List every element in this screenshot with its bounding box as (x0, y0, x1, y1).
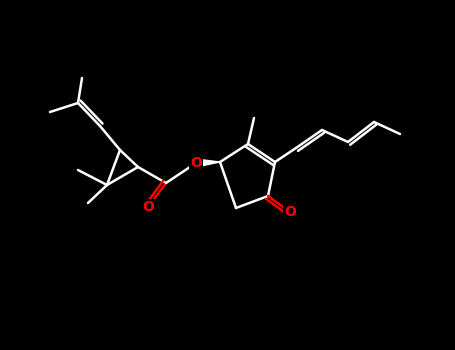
Text: O: O (284, 205, 296, 219)
Text: O: O (142, 200, 154, 214)
Polygon shape (196, 159, 220, 167)
Text: O: O (190, 156, 202, 170)
